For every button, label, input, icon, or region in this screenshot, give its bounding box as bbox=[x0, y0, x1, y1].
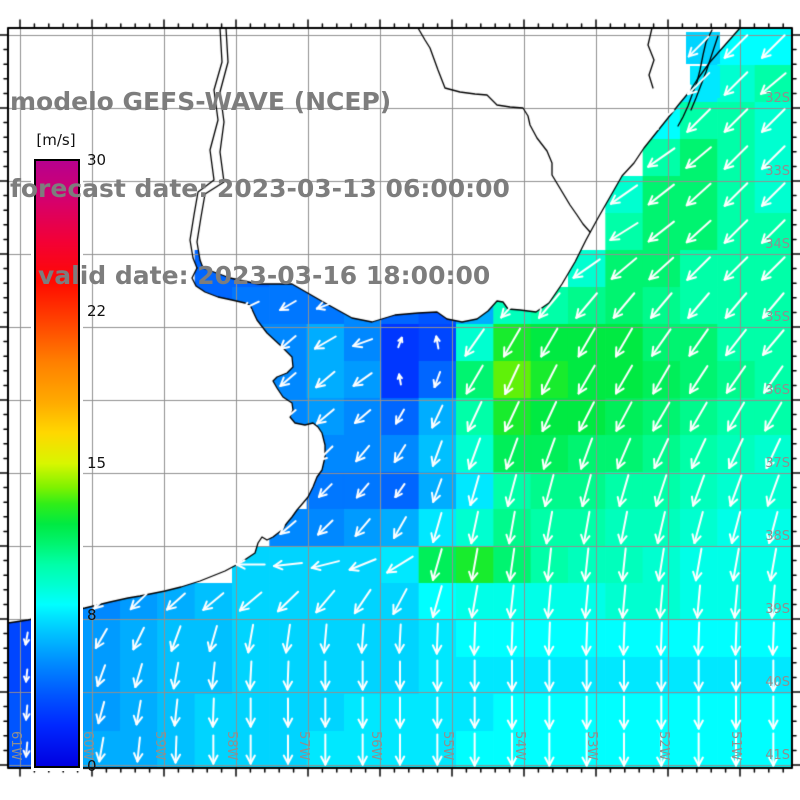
lat-axis-label: 36S bbox=[765, 383, 790, 398]
colorbar-tick-label: 15 bbox=[87, 454, 107, 472]
colorbar-gradient bbox=[34, 159, 80, 768]
lon-axis-label: 56W bbox=[368, 731, 383, 761]
title-model-line: modelo GEFS-WAVE (NCEP) bbox=[10, 87, 392, 116]
lat-axis-label: 35S bbox=[765, 310, 790, 325]
lon-axis-label: 58W bbox=[224, 731, 239, 761]
lon-axis-label: 54W bbox=[512, 731, 527, 761]
lat-axis-label: 40S bbox=[765, 675, 790, 690]
title-valid-line: valid date: 2023-03-16 18:00:00 bbox=[38, 261, 491, 290]
lon-axis-label: 55W bbox=[440, 731, 455, 761]
lon-axis-label: 53W bbox=[584, 731, 599, 761]
lat-axis-label: 33S bbox=[765, 164, 790, 179]
lon-axis-label: 59W bbox=[152, 731, 167, 761]
lat-axis-label: 38S bbox=[765, 529, 790, 544]
lon-axis-label: 52W bbox=[656, 731, 671, 761]
colorbar-tick-label: 30 bbox=[87, 151, 107, 169]
lat-axis-label: 37S bbox=[765, 456, 790, 471]
colorbar-tick-label: 8 bbox=[87, 606, 97, 624]
title-forecast-line: forecast date: 2023-03-13 06:00:00 bbox=[10, 174, 510, 203]
colorbar-tick-label: 0 bbox=[87, 757, 97, 775]
colorbar-tick-label: 22 bbox=[87, 302, 107, 320]
lon-axis-label: 51W bbox=[728, 731, 743, 761]
lon-axis-label: 57W bbox=[296, 731, 311, 761]
lat-axis-label: 34S bbox=[765, 237, 790, 252]
lon-axis-label: 61W bbox=[8, 731, 23, 761]
lat-axis-label: 32S bbox=[765, 91, 790, 106]
colorbar-unit-label: [m/s] bbox=[30, 131, 82, 149]
figure-title: modelo GEFS-WAVE (NCEP) forecast date: 2… bbox=[10, 29, 510, 348]
lat-axis-label: 41S bbox=[765, 748, 790, 763]
lat-axis-label: 39S bbox=[765, 602, 790, 617]
